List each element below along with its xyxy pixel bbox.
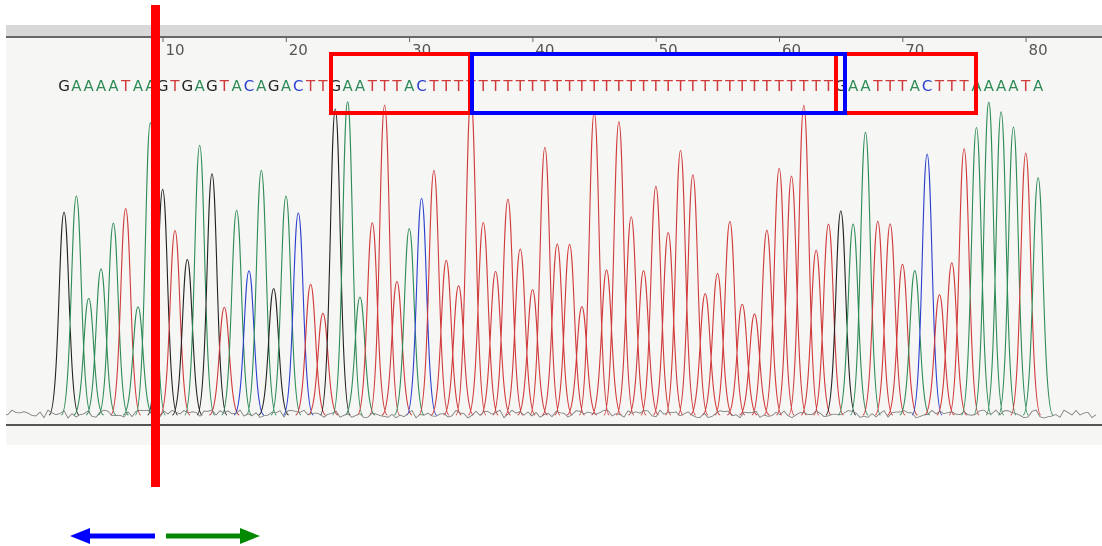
chromatogram-view: 1020304050607080GAAAATAAGTGAGTACAGACTTGA… bbox=[0, 0, 1102, 546]
base-call: T bbox=[502, 77, 513, 95]
base-call: A bbox=[84, 77, 95, 95]
base-call: G bbox=[58, 77, 70, 95]
base-call: G bbox=[182, 77, 194, 95]
base-call: A bbox=[996, 77, 1007, 95]
base-call: T bbox=[367, 77, 378, 95]
base-call: C bbox=[922, 77, 932, 95]
base-call: T bbox=[774, 77, 785, 95]
base-call: T bbox=[626, 77, 637, 95]
base-call: T bbox=[478, 77, 489, 95]
base-call: T bbox=[897, 77, 908, 95]
base-call: T bbox=[564, 77, 575, 95]
position-tick: 40 bbox=[535, 41, 554, 59]
base-call: A bbox=[984, 77, 995, 95]
base-call: A bbox=[342, 77, 353, 95]
base-call: A bbox=[232, 77, 243, 95]
base-call: T bbox=[749, 77, 760, 95]
base-call: T bbox=[946, 77, 957, 95]
position-tick: 50 bbox=[659, 41, 678, 59]
base-call: T bbox=[379, 77, 390, 95]
base-call: T bbox=[786, 77, 797, 95]
cut-marker bbox=[151, 5, 160, 487]
base-call: T bbox=[1020, 77, 1031, 95]
base-call: T bbox=[737, 77, 748, 95]
base-call: A bbox=[848, 77, 859, 95]
base-call: A bbox=[71, 77, 82, 95]
base-call: G bbox=[206, 77, 218, 95]
base-call: T bbox=[687, 77, 698, 95]
base-call: T bbox=[934, 77, 945, 95]
base-call: T bbox=[872, 77, 883, 95]
base-call: A bbox=[108, 77, 119, 95]
base-call: T bbox=[823, 77, 834, 95]
base-call: T bbox=[724, 77, 735, 95]
base-call: T bbox=[601, 77, 612, 95]
position-tick: 30 bbox=[412, 41, 431, 59]
base-call: T bbox=[453, 77, 464, 95]
base-call: T bbox=[428, 77, 439, 95]
base-call: T bbox=[391, 77, 402, 95]
base-call: T bbox=[219, 77, 230, 95]
base-call: T bbox=[515, 77, 526, 95]
base-call: T bbox=[811, 77, 822, 95]
base-call: T bbox=[552, 77, 563, 95]
base-call: A bbox=[195, 77, 206, 95]
position-tick: 20 bbox=[289, 41, 308, 59]
base-call: A bbox=[860, 77, 871, 95]
ruler-band bbox=[6, 25, 1102, 37]
position-tick: 60 bbox=[782, 41, 801, 59]
base-call: G bbox=[268, 77, 280, 95]
base-call: T bbox=[490, 77, 501, 95]
base-call: T bbox=[663, 77, 674, 95]
right-arrow bbox=[166, 528, 260, 544]
base-call: A bbox=[355, 77, 366, 95]
base-call: T bbox=[650, 77, 661, 95]
base-call: C bbox=[244, 77, 254, 95]
base-call: T bbox=[885, 77, 896, 95]
base-call: A bbox=[281, 77, 292, 95]
base-call: A bbox=[404, 77, 415, 95]
base-call: T bbox=[675, 77, 686, 95]
base-call: A bbox=[910, 77, 921, 95]
base-call: T bbox=[959, 77, 970, 95]
base-call: T bbox=[539, 77, 550, 95]
position-tick: 10 bbox=[165, 41, 184, 59]
base-call: A bbox=[96, 77, 107, 95]
base-call: T bbox=[305, 77, 316, 95]
base-call: T bbox=[527, 77, 538, 95]
base-call: T bbox=[712, 77, 723, 95]
base-call: A bbox=[1008, 77, 1019, 95]
position-tick: 80 bbox=[1029, 41, 1048, 59]
base-call: T bbox=[589, 77, 600, 95]
base-call: T bbox=[613, 77, 624, 95]
base-call: T bbox=[638, 77, 649, 95]
base-call: T bbox=[169, 77, 180, 95]
left-arrow bbox=[70, 528, 155, 544]
base-call: A bbox=[1033, 77, 1044, 95]
base-call: C bbox=[416, 77, 426, 95]
base-call: A bbox=[256, 77, 267, 95]
base-call: A bbox=[133, 77, 144, 95]
base-call: T bbox=[798, 77, 809, 95]
base-call: T bbox=[700, 77, 711, 95]
base-call: C bbox=[293, 77, 303, 95]
base-call: T bbox=[441, 77, 452, 95]
position-tick: 70 bbox=[905, 41, 924, 59]
base-call: T bbox=[576, 77, 587, 95]
base-call: T bbox=[761, 77, 772, 95]
base-call: T bbox=[120, 77, 131, 95]
base-call: T bbox=[317, 77, 328, 95]
